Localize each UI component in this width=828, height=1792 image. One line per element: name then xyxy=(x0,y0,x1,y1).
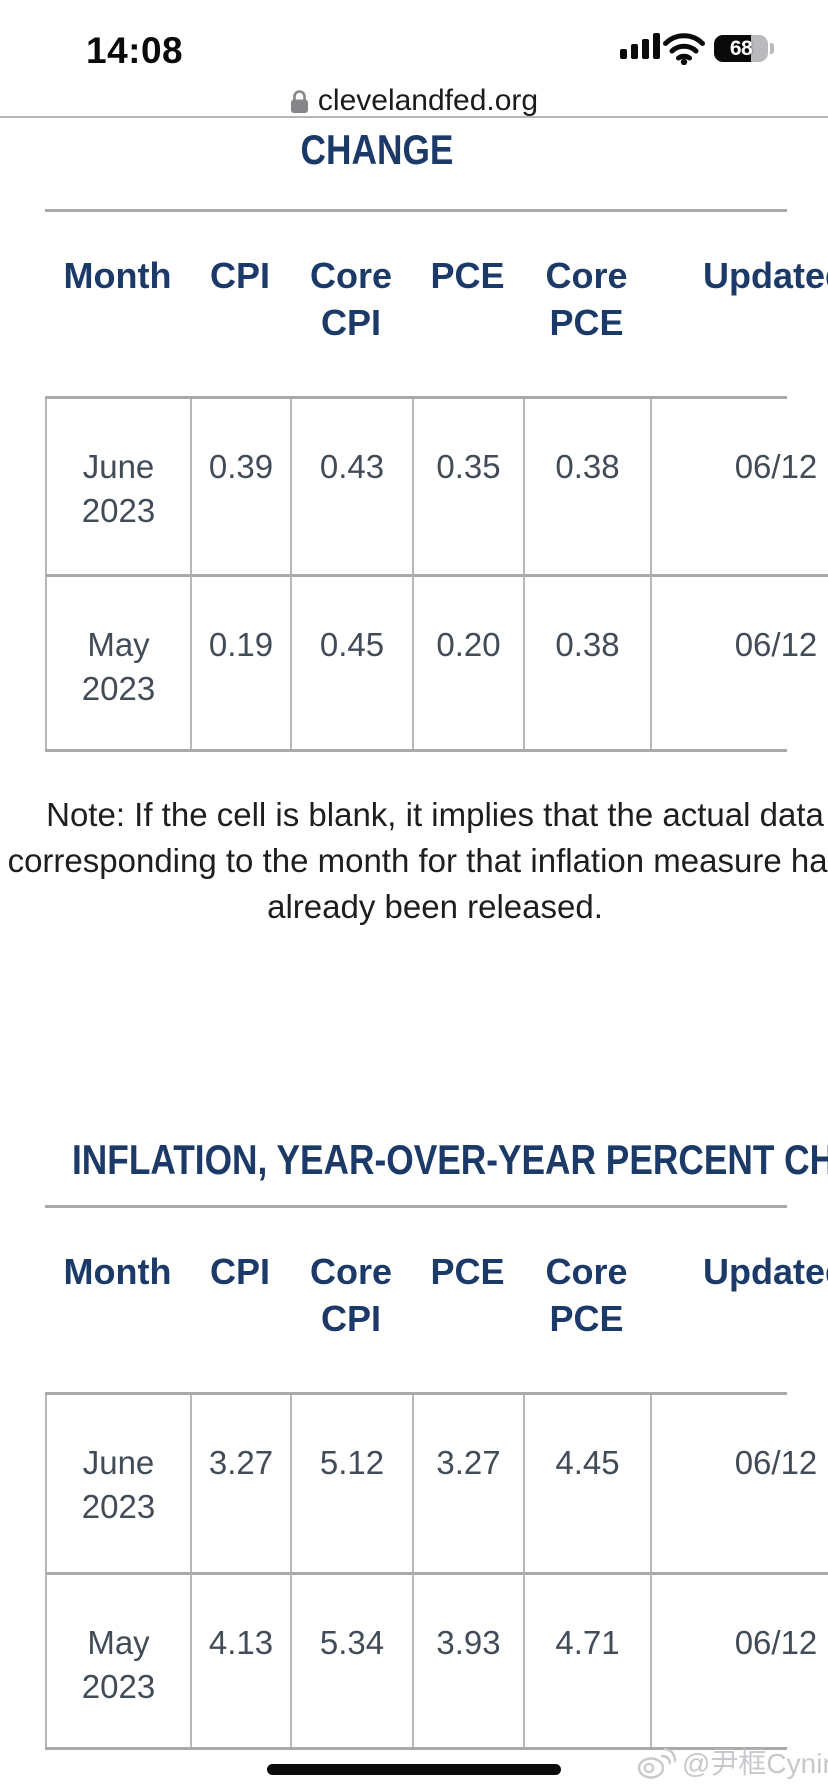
table1-cell-pce: 0.35 xyxy=(412,399,523,574)
home-indicator[interactable] xyxy=(267,1764,561,1775)
table2-header-row: Month CPI Core CPI PCE Core PCE Updated xyxy=(45,1248,828,1342)
table1-header-pce: PCE xyxy=(430,255,505,296)
padlock-icon xyxy=(290,89,308,113)
table2-body: June 2023 3.27 5.12 3.27 4.45 06/12 May … xyxy=(45,1395,828,1747)
section-title-change: CHANGE xyxy=(300,126,454,173)
address-domain: clevelandfed.org xyxy=(317,84,539,117)
table2-cell-month: June 2023 xyxy=(45,1395,190,1572)
cellular-signal-icon xyxy=(620,33,660,59)
table2-header-core-cpi: Core CPI xyxy=(309,1251,393,1339)
table1-header-month: Month xyxy=(63,255,172,296)
table1-bottom-rule xyxy=(45,749,787,752)
table2-cell-core-cpi: 5.34 xyxy=(290,1572,412,1747)
table2-cell-cpi: 4.13 xyxy=(190,1572,290,1747)
table1-top-rule xyxy=(45,396,787,399)
table2-cell-cpi: 3.27 xyxy=(190,1395,290,1572)
table1-cell-cpi: 0.19 xyxy=(190,574,290,749)
watermark-text: @尹框Cyning xyxy=(682,1748,828,1779)
table2-header-core-pce: Core PCE xyxy=(545,1251,628,1339)
table1-header-updated: Updated xyxy=(703,255,828,296)
table2-cell-updated: 06/12 xyxy=(650,1395,828,1572)
table1-body: June 2023 0.39 0.43 0.35 0.38 06/12 May … xyxy=(45,399,828,749)
table1-cell-core-cpi: 0.45 xyxy=(290,574,412,749)
table1-cell-month: May 2023 xyxy=(45,574,190,749)
table2-top-rule xyxy=(45,1392,787,1395)
table1-header-core-pce: Core PCE xyxy=(545,255,628,343)
address-bar[interactable]: clevelandfed.org xyxy=(0,84,828,118)
toolbar-divider xyxy=(0,116,828,118)
table2-cell-core-pce: 4.45 xyxy=(523,1395,650,1572)
table1-cell-month: June 2023 xyxy=(45,399,190,574)
title-rule-2 xyxy=(45,1205,787,1208)
table2-header-month: Month xyxy=(63,1251,172,1292)
wifi-icon xyxy=(663,33,705,65)
table2-cell-core-pce: 4.71 xyxy=(523,1572,650,1747)
section-title-yoy: INFLATION, YEAR-OVER-YEAR PERCENT CHANGE xyxy=(72,1136,828,1183)
table2-header-cpi: CPI xyxy=(209,1251,270,1292)
table1-header-cpi: CPI xyxy=(209,255,270,296)
table1-cell-core-pce: 0.38 xyxy=(523,574,650,749)
table2-header-pce: PCE xyxy=(430,1251,505,1292)
weibo-watermark: @尹框Cyning xyxy=(636,1742,828,1782)
table2-cell-month: May 2023 xyxy=(45,1572,190,1747)
table1-cell-cpi: 0.39 xyxy=(190,399,290,574)
table2-cell-updated: 06/12 xyxy=(650,1572,828,1747)
status-time: 14:08 xyxy=(86,30,184,71)
table1-cell-updated: 06/12 xyxy=(650,574,828,749)
battery-icon: 68 xyxy=(714,35,774,63)
title-rule xyxy=(45,209,787,212)
table1-cell-updated: 06/12 xyxy=(650,399,828,574)
table2-cell-pce: 3.93 xyxy=(412,1572,523,1747)
table1-header-core-cpi: Core CPI xyxy=(309,255,393,343)
table1-cell-core-pce: 0.38 xyxy=(523,399,650,574)
table2-header-updated: Updated xyxy=(703,1251,828,1292)
table1-cell-pce: 0.20 xyxy=(412,574,523,749)
table-note: Note: If the cell is blank, it implies t… xyxy=(7,796,828,925)
table2-cell-pce: 3.27 xyxy=(412,1395,523,1572)
battery-percent: 68 xyxy=(729,37,753,60)
table1-header-row: Month CPI Core CPI PCE Core PCE Updated xyxy=(45,252,828,346)
table2-cell-core-cpi: 5.12 xyxy=(290,1395,412,1572)
weibo-camera-icon xyxy=(637,1747,676,1779)
table1-cell-core-cpi: 0.43 xyxy=(290,399,412,574)
table2-bottom-rule xyxy=(45,1747,787,1750)
